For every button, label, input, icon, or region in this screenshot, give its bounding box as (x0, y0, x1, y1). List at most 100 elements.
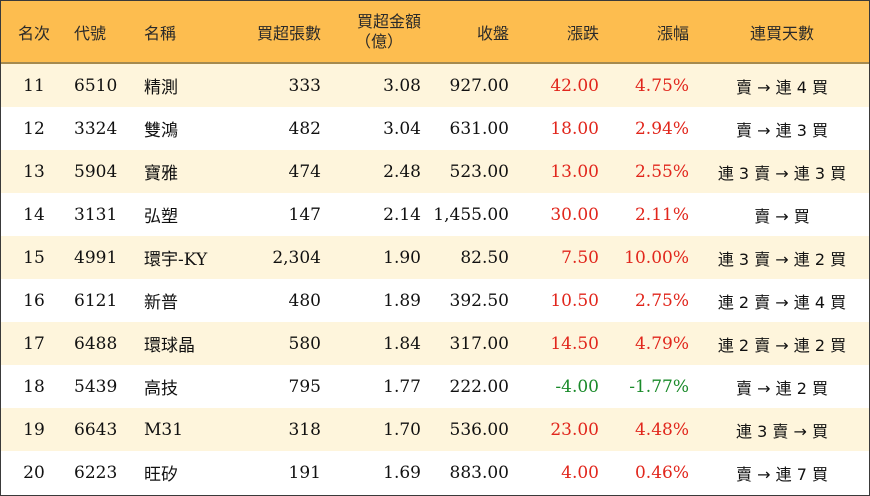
header-name: 名稱 (144, 23, 177, 43)
cell-streak: 連 2 賣 → 連 2 買 (717, 335, 847, 355)
cell-name: 雙鴻 (144, 121, 178, 141)
table-row: 13 5904 寶雅 474 2.48 523.00 13.00 2.55% 連 3 賣 → 連… (1, 150, 869, 193)
cell-code: 6510 (74, 75, 118, 96)
cell-buy-amount: 3.04 (383, 118, 421, 139)
cell-change: 4.00 (561, 462, 599, 483)
cell-buy-amount: 3.08 (383, 75, 421, 96)
cell-code: 5904 (74, 161, 118, 182)
cell-buy-volume: 333 (288, 75, 321, 96)
table-row: 16 6121 新普 480 1.89 392.50 10.50 2.75% 連 2 賣 → 連… (1, 279, 869, 322)
table-row: 20 6223 旺矽 191 1.69 883.00 4.00 0.46% 賣 → 連 7 買 (1, 451, 869, 494)
cell-buy-amount: 1.69 (383, 462, 421, 483)
cell-rank: 20 (23, 462, 45, 483)
cell-streak: 賣 → 連 3 買 (736, 120, 828, 140)
cell-code: 5439 (74, 376, 118, 397)
cell-rank: 17 (23, 333, 45, 354)
cell-streak: 賣 → 連 4 買 (736, 77, 828, 97)
cell-buy-amount: 1.70 (383, 419, 421, 440)
cell-buy-volume: 2,304 (272, 247, 321, 268)
cell-name: 精測 (144, 78, 178, 98)
cell-buy-amount: 1.89 (383, 290, 421, 311)
header-close: 收盤 (476, 23, 509, 43)
cell-buy-volume: 480 (288, 290, 321, 311)
cell-rank: 19 (23, 419, 45, 440)
cell-buy-volume: 474 (288, 161, 321, 182)
cell-close: 523.00 (449, 161, 509, 182)
cell-buy-volume: 795 (288, 376, 321, 397)
cell-close: 222.00 (449, 376, 509, 397)
header-streak: 連買天數 (749, 23, 814, 43)
cell-pct: 10.00% (624, 247, 689, 268)
cell-name: 環球晶 (144, 336, 195, 356)
header-pct: 漲幅 (656, 23, 689, 43)
cell-buy-amount: 2.14 (383, 204, 421, 225)
cell-code: 3324 (74, 118, 118, 139)
cell-pct: 0.46% (634, 462, 689, 483)
cell-pct: 2.75% (634, 290, 689, 311)
cell-close: 1,455.00 (433, 204, 509, 225)
cell-name: 新普 (144, 293, 178, 313)
cell-buy-amount: 1.77 (383, 376, 421, 397)
table-row: 12 3324 雙鴻 482 3.04 631.00 18.00 2.94% 賣 → 連 3 買 (1, 107, 869, 150)
cell-streak: 連 3 賣 → 連 3 買 (717, 163, 847, 183)
cell-name: 環宇-KY (144, 250, 208, 270)
cell-pct: 4.48% (634, 419, 689, 440)
cell-buy-amount: 2.48 (383, 161, 421, 182)
cell-code: 6643 (74, 419, 118, 440)
cell-rank: 14 (23, 204, 45, 225)
cell-change: 30.00 (550, 204, 599, 225)
cell-close: 883.00 (449, 462, 509, 483)
table-row: 14 3131 弘塑 147 2.14 1,455.00 30.00 2.11% 賣 → 買 (1, 193, 869, 236)
cell-change: 14.50 (550, 333, 599, 354)
header-rank: 名次 (17, 23, 50, 43)
cell-streak: 連 2 賣 → 連 4 買 (717, 292, 847, 312)
cell-change: 7.50 (561, 247, 599, 268)
cell-close: 927.00 (449, 75, 509, 96)
cell-change: 10.50 (550, 290, 599, 311)
cell-close: 392.50 (449, 290, 509, 311)
cell-code: 6223 (74, 462, 118, 483)
cell-close: 631.00 (449, 118, 509, 139)
cell-buy-volume: 580 (288, 333, 321, 354)
cell-pct: 2.55% (634, 161, 689, 182)
table-row: 18 5439 高技 795 1.77 222.00 -4.00 -1.77% 賣 → 連 2 … (1, 365, 869, 408)
cell-streak: 連 3 賣 → 買 (736, 421, 828, 441)
table-row: 17 6488 環球晶 580 1.84 317.00 14.50 4.79% 連 2 賣 → … (1, 322, 869, 365)
cell-streak: 賣 → 連 7 買 (736, 464, 828, 484)
cell-rank: 11 (23, 75, 45, 96)
cell-code: 3131 (74, 204, 118, 225)
table-row: 19 6643 M31 318 1.70 536.00 23.00 4.48% 連 3 賣 → … (1, 408, 869, 451)
cell-name: 高技 (144, 379, 178, 399)
cell-change: 23.00 (550, 419, 599, 440)
cell-name: 旺矽 (144, 465, 178, 485)
table-header: 名次 代號 名稱 買超張數 買超金額 （億） 收盤 漲跌 漲幅 連買天數 (1, 1, 869, 64)
cell-streak: 賣 → 買 (754, 206, 810, 226)
cell-buy-volume: 147 (288, 204, 321, 225)
cell-name: 寶雅 (144, 164, 178, 184)
cell-buy-volume: 482 (288, 118, 321, 139)
header-code: 代號 (74, 23, 107, 43)
cell-streak: 連 3 賣 → 連 2 買 (717, 249, 847, 269)
cell-pct: 4.75% (634, 75, 689, 96)
cell-code: 4991 (74, 247, 118, 268)
header-buy-amount: 買超金額 （億） (326, 1, 421, 62)
cell-buy-amount: 1.90 (383, 247, 421, 268)
cell-buy-amount: 1.84 (383, 333, 421, 354)
table-row: 15 4991 環宇-KY 2,304 1.90 82.50 7.50 10.00% 連 3 賣… (1, 236, 869, 279)
cell-rank: 18 (23, 376, 45, 397)
cell-close: 317.00 (449, 333, 509, 354)
cell-buy-volume: 191 (288, 462, 321, 483)
cell-rank: 12 (23, 118, 45, 139)
cell-pct: 2.94% (634, 118, 689, 139)
header-change: 漲跌 (566, 23, 599, 43)
cell-name: 弘塑 (144, 207, 178, 227)
cell-streak: 賣 → 連 2 買 (736, 378, 828, 398)
cell-name: M31 (144, 419, 184, 440)
cell-change: -4.00 (555, 376, 599, 397)
cell-rank: 16 (23, 290, 45, 311)
header-buy-volume: 買超張數 (256, 23, 321, 43)
cell-pct: -1.77% (629, 376, 689, 397)
table-row: 11 6510 精測 333 3.08 927.00 42.00 4.75% 賣 → 連 4 買 (1, 64, 869, 107)
cell-change: 18.00 (550, 118, 599, 139)
cell-close: 82.50 (460, 247, 509, 268)
